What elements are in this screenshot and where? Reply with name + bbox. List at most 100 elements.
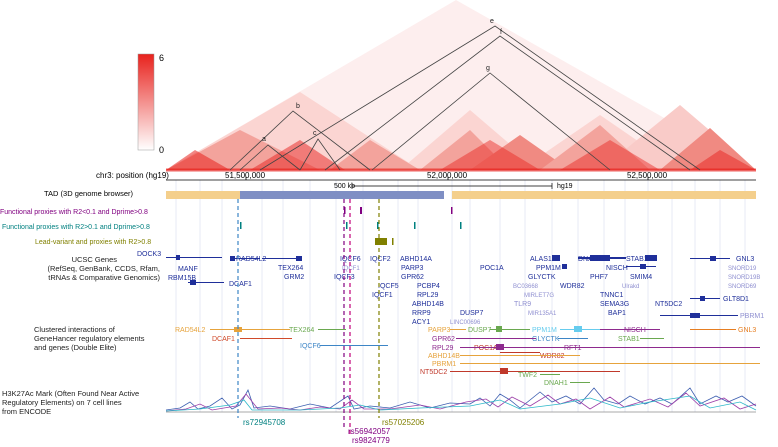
interaction-dusp7: DUSP7	[468, 327, 491, 334]
gene-label-linc00696: LINC00696	[450, 320, 481, 326]
gene-label-iqcf6: IQCF6	[340, 256, 361, 263]
lead-label: Lead-variant and proxies with R2>0.8	[35, 239, 151, 246]
gene-label-glt8d1: GLT8D1	[723, 296, 749, 303]
tad-outlines	[229, 25, 701, 171]
interaction-line-iqcf6	[320, 345, 388, 346]
func-high-mark-5	[460, 222, 462, 229]
gene-label-mirlet7g: MIRLET7G	[524, 293, 554, 299]
gene-label-ppm1m: PPM1M	[536, 265, 561, 272]
snp-label-rs57025206: rs57025206	[382, 418, 425, 427]
func-high-mark-2	[346, 222, 348, 229]
gene-exon-stab1	[645, 255, 657, 261]
ucsc-label-3: tRNAs & Comparative Genomics)	[48, 273, 160, 282]
interaction-line-dcaf1	[240, 338, 292, 339]
interaction-pbrm1: PBRM1	[432, 361, 456, 368]
ucsc-genes-track: UCSC Genes (RefSeq, GenBank, CCDS, Rfam,…	[47, 251, 764, 326]
gene-label-dcaf1: DCAF1	[229, 281, 252, 288]
gene-label-dnah1: DNAH1	[578, 256, 602, 263]
tad-outline-f	[324, 35, 691, 171]
gene-exon-ppm1m	[562, 264, 567, 269]
func-high-mark-4	[414, 222, 416, 229]
gene-label-dock3: DOCK3	[137, 251, 161, 258]
h3k27ac-label-1: H3K27Ac Mark (Often Found Near Active	[2, 389, 139, 398]
interaction-rpl29: RPL29	[432, 345, 454, 352]
gene-label-gnl3: GNL3	[736, 256, 754, 263]
gene-label-stab1: STAB1	[626, 256, 648, 263]
interaction-line-glyctk	[558, 338, 588, 339]
interaction-rad54l2: RAD54L2	[175, 327, 205, 334]
gene-label-iqcf5: IQCF5	[378, 283, 399, 290]
tad-outline-g	[371, 72, 611, 171]
gene-label-nisch: NISCH	[606, 265, 628, 272]
colorbar-max-label: 6	[159, 53, 164, 63]
gene-label-mir135a1: MIR135A1	[528, 311, 557, 317]
interaction-ppm1m: PPM1M	[532, 327, 557, 334]
interaction-block-ppm1m	[574, 326, 582, 332]
gene-label-bc03668: BC03668	[513, 284, 539, 290]
gene-label-pbrm1: PBRM1	[740, 313, 764, 320]
interaction-line-tex264	[318, 329, 346, 330]
interactions-track: Clustered interactions of GeneHancer reg…	[34, 325, 760, 387]
hic-heatmap	[166, 0, 756, 172]
gene-label-abhd14a: ABHD14A	[400, 256, 432, 263]
interaction-parp3: PARP3	[428, 327, 451, 334]
tad-bar-blue	[240, 191, 444, 199]
snp-labels: rs72945708 rs56942057 rs9824779 rs570252…	[243, 418, 425, 445]
func-low-mark-3	[451, 207, 453, 214]
gene-body-rad54l2	[230, 258, 260, 259]
gene-label-iqcf1-top: IQCF1	[342, 266, 360, 272]
interaction-line-gnl3	[690, 329, 736, 330]
interaction-line-dnah1	[570, 382, 590, 383]
func-high-label: Functional proxies with R2>0.1 and Dprim…	[2, 224, 150, 231]
scale-bar: 500 kb hg19	[334, 183, 573, 190]
lead-mark-2	[392, 238, 394, 245]
func-low-label: Functional proxies with R2<0.1 and Dprim…	[0, 209, 148, 216]
interaction-poc1a: POC1A	[474, 345, 498, 352]
gene-label-gpr62: GPR62	[401, 274, 424, 281]
gene-label-ulrakd: Ulrakd	[622, 284, 639, 290]
tad-letter-b: b	[296, 103, 300, 110]
guide-lines	[175, 180, 746, 412]
interaction-line-nt5dc2	[450, 371, 620, 372]
position-tick-3: 52,500,000	[627, 171, 668, 180]
tad-letter-g: g	[486, 65, 490, 72]
clustered-label-3: and genes (Double Elite)	[34, 343, 117, 352]
tad-letter-e: e	[490, 18, 494, 25]
func-low-mark-1	[344, 207, 346, 214]
tad-track: TAD (3D genome browser)	[44, 189, 756, 199]
interaction-line-nisch	[600, 329, 660, 330]
scale-bar-label: 500 kb	[334, 183, 355, 190]
h3k27ac-track: H3K27Ac Mark (Often Found Near Active Re…	[2, 387, 757, 416]
tad-letter-a: a	[262, 136, 266, 143]
gene-exon-pbrm1	[690, 313, 700, 318]
ucsc-label-2: (RefSeq, GenBank, CCDS, Rfam,	[47, 264, 160, 273]
gene-label-nt5dc2: NT5DC2	[655, 301, 682, 308]
gene-body-tex264	[262, 258, 302, 259]
gene-exon-gnl3	[710, 256, 716, 261]
lead-mark-1	[375, 238, 387, 245]
gene-label-rrp9: RRP9	[412, 310, 431, 317]
gene-label-rpl29: RPL29	[417, 292, 439, 299]
interaction-line-pbrm1	[460, 363, 760, 364]
interaction-gnl3: GNL3	[738, 327, 756, 334]
gene-label-iqcf1: IQCF1	[372, 292, 393, 299]
interaction-line-poc1a	[500, 352, 540, 353]
tad-outline-a	[239, 144, 301, 171]
gene-labels-dark: DOCK3 MANF RBM15B DCAF1 RAD54L2 TEX264 G…	[137, 251, 764, 326]
gene-label-acy1: ACY1	[412, 319, 430, 326]
gene-label-rbm15b: RBM15B	[168, 275, 196, 282]
gene-label-wdr82: WDR82	[560, 283, 585, 290]
position-tick-1: 51,500,000	[225, 171, 266, 180]
func-high-mark-1	[240, 222, 242, 229]
gene-bodies	[166, 255, 738, 318]
gene-label-tnnc1: TNNC1	[600, 292, 623, 299]
snp-lines	[237, 199, 380, 436]
gene-label-smim4: SMIM4	[630, 274, 652, 281]
tad-letters: a b c e f g	[262, 18, 502, 143]
gene-label-bap1: BAP1	[608, 310, 626, 317]
position-axis-label: chr3: position (hg19)	[96, 171, 169, 180]
interaction-rft1: RFT1	[564, 345, 582, 352]
gene-body-dock3	[166, 257, 222, 258]
clustered-label-1: Clustered interactions of	[34, 325, 116, 334]
